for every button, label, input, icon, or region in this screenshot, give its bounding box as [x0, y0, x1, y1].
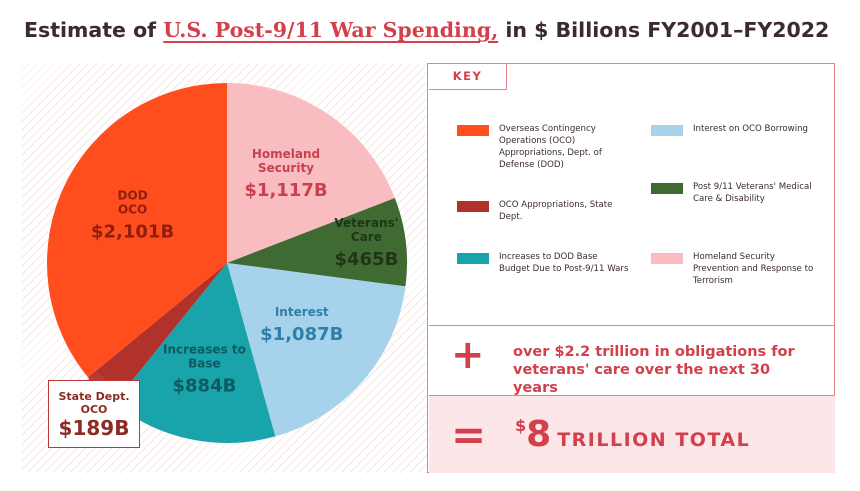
title-prefix: Estimate of	[24, 18, 164, 42]
total-text: $8 TRILLION TOTAL	[515, 414, 750, 455]
legend-label: Homeland Security Prevention and Respons…	[693, 252, 814, 286]
legend-item: Homeland Security Prevention and Respons…	[651, 251, 823, 287]
legend-panel: KEY Overseas Contingency Operations (OCO…	[429, 63, 835, 325]
legend-label: OCO Appropriations, State Dept.	[499, 200, 613, 222]
slice-label: Interest	[275, 305, 329, 319]
slice-value: $884B	[173, 375, 237, 396]
total-label: TRILLION TOTAL	[557, 429, 751, 451]
slice-label: DOD OCO	[118, 188, 148, 216]
legend-swatch	[457, 201, 489, 212]
slice-value: $465B	[334, 249, 398, 270]
slice-label: Homeland Security	[252, 147, 320, 175]
callout-state-dept: State Dept. OCO $189B	[48, 380, 140, 448]
legend-label: Interest on OCO Borrowing	[693, 124, 808, 134]
legend-swatch	[651, 253, 683, 264]
chart-title: Estimate of U.S. Post-9/11 War Spending,…	[24, 18, 829, 42]
title-highlight: U.S. Post-9/11 War Spending,	[163, 18, 499, 42]
pie-slice	[227, 197, 407, 287]
pie-slice	[88, 263, 227, 404]
obligations-text: over $2.2 trillion in obligations for ve…	[513, 344, 795, 396]
slice-label: Veterans' Care	[334, 216, 398, 244]
legend-label: Increases to DOD Base Budget Due to Post…	[499, 252, 629, 274]
legend-title: KEY	[429, 63, 507, 90]
total-row: = $8 TRILLION TOTAL	[429, 396, 835, 473]
legend-swatch	[651, 183, 683, 194]
pie-slice	[227, 263, 406, 437]
slice-label: Increases to Base	[163, 342, 246, 370]
legend-swatch	[651, 125, 683, 136]
legend-swatch	[457, 125, 489, 136]
slice-value: $2,101B	[91, 221, 174, 242]
obligations-row: + over $2.2 trillion in obligations for …	[429, 325, 835, 396]
pie-slice	[227, 83, 395, 263]
callout-label: State Dept. OCO	[58, 390, 130, 416]
pie-chart: Homeland Security $1,117B Veterans' Care $465…	[47, 83, 407, 444]
callout-pointer	[87, 371, 107, 381]
plus-sign: +	[451, 332, 485, 378]
legend-label: Post 9/11 Veterans' Medical Care & Disab…	[693, 182, 812, 204]
pie-slice	[113, 263, 276, 444]
slice-value: $1,087B	[260, 324, 343, 345]
total-amount: 8	[526, 414, 552, 455]
callout-value: $189B	[58, 416, 130, 440]
legend-item: OCO Appropriations, State Dept.	[457, 199, 629, 223]
legend-swatch	[457, 253, 489, 264]
pie-slice	[47, 83, 228, 378]
legend-item: Increases to DOD Base Budget Due to Post…	[457, 251, 629, 275]
legend-item: Interest on OCO Borrowing	[651, 123, 823, 136]
legend-item: Overseas Contingency Operations (OCO) Ap…	[457, 123, 629, 171]
equals-sign: =	[451, 410, 487, 459]
legend-label: Overseas Contingency Operations (OCO) Ap…	[499, 124, 602, 170]
total-currency: $	[515, 416, 527, 435]
slice-value: $1,117B	[244, 180, 327, 201]
title-suffix: in $ Billions FY2001–FY2022	[498, 18, 830, 42]
legend-item: Post 9/11 Veterans' Medical Care & Disab…	[651, 181, 823, 205]
